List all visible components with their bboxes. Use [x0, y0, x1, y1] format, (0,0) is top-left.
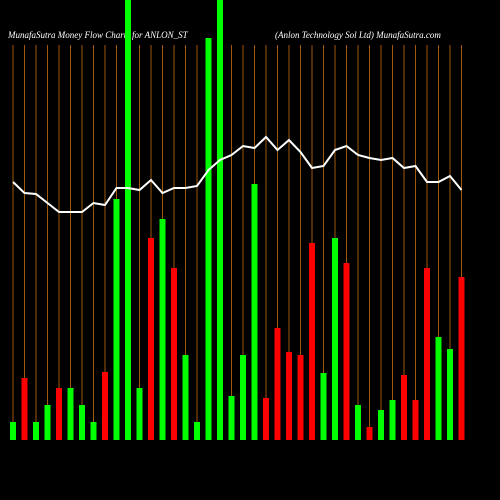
bar — [148, 238, 154, 440]
bar — [205, 38, 212, 440]
chart-title: MunafaSutra Money Flow Charts for ANLON_… — [7, 30, 189, 40]
bar — [10, 422, 16, 440]
bar — [263, 398, 269, 440]
bar — [297, 355, 304, 440]
bar — [182, 355, 189, 440]
bar — [33, 422, 39, 440]
bar — [251, 184, 258, 440]
bar — [424, 268, 430, 440]
bar — [102, 372, 108, 440]
bar — [343, 263, 350, 440]
bar — [355, 405, 361, 440]
bar — [217, 0, 223, 440]
bar — [389, 400, 396, 440]
bar — [274, 328, 281, 440]
bar — [79, 405, 85, 440]
bar — [67, 388, 74, 440]
bar — [194, 422, 200, 440]
bar — [21, 378, 28, 440]
bar — [240, 355, 246, 440]
bar — [332, 238, 338, 440]
bar — [44, 405, 51, 440]
bar — [378, 410, 384, 440]
bar — [447, 349, 453, 440]
bar — [159, 219, 166, 440]
bar — [136, 388, 143, 440]
money-flow-line — [12, 135, 463, 213]
bar — [320, 373, 327, 440]
bar — [366, 427, 373, 440]
bar — [56, 388, 62, 440]
bar — [228, 396, 235, 440]
bar — [412, 400, 419, 440]
bar — [309, 243, 315, 440]
bar — [435, 337, 442, 440]
bar — [113, 199, 120, 440]
bar — [125, 0, 131, 440]
bar — [458, 277, 465, 440]
bar — [90, 422, 97, 440]
bar — [401, 375, 407, 440]
bar — [286, 352, 292, 440]
chart-subtitle: (Anlon Technology Sol Ltd) MunafaSutra.c… — [275, 30, 441, 40]
bar — [171, 268, 177, 440]
